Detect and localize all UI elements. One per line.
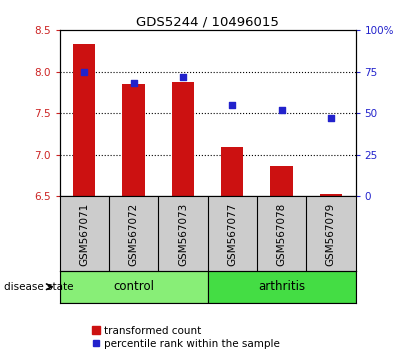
Text: GSM567079: GSM567079 [326, 202, 336, 266]
Point [229, 102, 236, 108]
Bar [320, 194, 342, 196]
Text: GSM567078: GSM567078 [277, 202, 286, 266]
Text: GSM567073: GSM567073 [178, 202, 188, 266]
Text: GSM567071: GSM567071 [79, 202, 89, 266]
Text: control: control [113, 280, 154, 293]
Point [278, 107, 285, 113]
Legend: transformed count, percentile rank within the sample: transformed count, percentile rank withi… [92, 326, 280, 349]
Point [130, 80, 137, 86]
Title: GDS5244 / 10496015: GDS5244 / 10496015 [136, 16, 279, 29]
Point [81, 69, 88, 75]
Point [180, 74, 186, 80]
Bar [122, 84, 145, 196]
Point [328, 115, 334, 121]
Bar [208, 271, 356, 303]
Bar [221, 147, 243, 196]
Text: GSM567072: GSM567072 [129, 202, 139, 266]
Bar [270, 166, 293, 196]
Bar [73, 44, 95, 196]
Text: GSM567077: GSM567077 [227, 202, 237, 266]
Bar [172, 82, 194, 196]
Bar [60, 271, 208, 303]
Text: arthritis: arthritis [258, 280, 305, 293]
Text: disease state: disease state [4, 282, 74, 292]
